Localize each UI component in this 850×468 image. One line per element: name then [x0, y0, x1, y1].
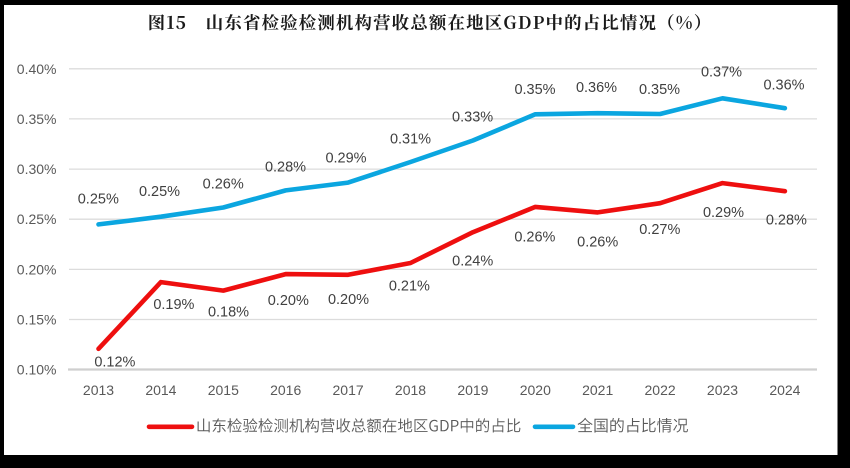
svg-text:2014: 2014	[145, 382, 176, 398]
svg-text:0.20%: 0.20%	[17, 261, 57, 277]
svg-text:2022: 2022	[645, 382, 676, 398]
svg-text:2016: 2016	[270, 382, 301, 398]
svg-text:0.35%: 0.35%	[17, 111, 57, 127]
svg-text:0.12%: 0.12%	[94, 354, 135, 370]
svg-text:2018: 2018	[395, 382, 426, 398]
svg-text:0.30%: 0.30%	[17, 161, 57, 177]
svg-text:0.28%: 0.28%	[265, 160, 306, 176]
svg-text:2015: 2015	[208, 382, 239, 398]
svg-text:2013: 2013	[83, 382, 114, 398]
svg-text:0.31%: 0.31%	[390, 131, 431, 147]
svg-text:0.10%: 0.10%	[17, 362, 57, 378]
svg-text:0.15%: 0.15%	[17, 312, 57, 328]
svg-text:0.36%: 0.36%	[576, 80, 617, 96]
svg-text:0.20%: 0.20%	[328, 292, 369, 308]
svg-text:0.20%: 0.20%	[268, 293, 309, 309]
svg-text:0.36%: 0.36%	[763, 78, 804, 94]
svg-text:0.21%: 0.21%	[389, 279, 430, 295]
svg-text:0.27%: 0.27%	[639, 222, 680, 238]
svg-text:0.19%: 0.19%	[153, 297, 194, 313]
svg-text:0.26%: 0.26%	[514, 230, 555, 246]
svg-text:0.28%: 0.28%	[766, 213, 807, 229]
svg-text:2017: 2017	[333, 382, 364, 398]
svg-text:0.24%: 0.24%	[452, 254, 493, 270]
svg-text:0.37%: 0.37%	[701, 65, 742, 81]
svg-text:2019: 2019	[457, 382, 488, 398]
svg-text:0.33%: 0.33%	[452, 110, 493, 126]
svg-text:2021: 2021	[582, 382, 613, 398]
svg-text:2023: 2023	[707, 382, 738, 398]
svg-text:0.18%: 0.18%	[208, 304, 249, 320]
svg-text:0.35%: 0.35%	[639, 82, 680, 98]
svg-text:0.29%: 0.29%	[703, 205, 744, 221]
svg-text:0.25%: 0.25%	[139, 184, 180, 200]
svg-text:0.26%: 0.26%	[577, 235, 618, 251]
svg-text:0.26%: 0.26%	[203, 177, 244, 193]
svg-text:0.25%: 0.25%	[78, 192, 119, 208]
svg-text:0.40%: 0.40%	[17, 61, 57, 77]
svg-text:0.29%: 0.29%	[325, 151, 366, 167]
svg-text:2024: 2024	[769, 382, 800, 398]
svg-text:0.25%: 0.25%	[17, 211, 57, 227]
svg-text:2020: 2020	[520, 382, 551, 398]
svg-text:0.35%: 0.35%	[514, 82, 555, 98]
